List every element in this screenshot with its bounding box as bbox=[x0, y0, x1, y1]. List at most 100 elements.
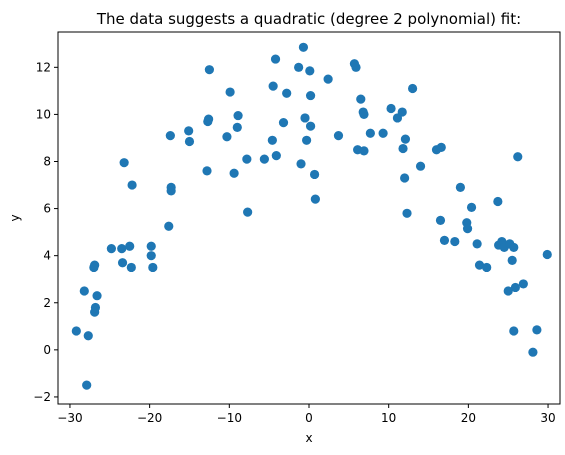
data-point bbox=[439, 235, 450, 245]
data-point bbox=[532, 325, 542, 335]
data-point bbox=[472, 239, 482, 249]
data-point bbox=[298, 42, 309, 52]
data-point bbox=[146, 241, 156, 251]
data-point bbox=[365, 128, 375, 138]
data-point bbox=[528, 347, 538, 357]
data-point bbox=[435, 215, 446, 225]
data-point bbox=[397, 107, 407, 117]
x-tick-label: −30 bbox=[57, 411, 82, 425]
y-tick-label: 0 bbox=[43, 343, 51, 357]
x-tick-label: −20 bbox=[137, 411, 162, 425]
data-point bbox=[229, 168, 239, 178]
data-point bbox=[436, 142, 446, 152]
data-point bbox=[127, 180, 137, 190]
data-point bbox=[268, 81, 278, 91]
data-point bbox=[232, 122, 242, 132]
data-point bbox=[126, 262, 136, 273]
data-point bbox=[117, 244, 127, 254]
data-point bbox=[359, 109, 369, 120]
data-point bbox=[79, 286, 89, 296]
data-point bbox=[305, 90, 316, 101]
data-point bbox=[267, 135, 277, 145]
chart-title: The data suggests a quadratic (degree 2 … bbox=[96, 10, 521, 28]
data-point bbox=[242, 154, 252, 164]
y-tick-label: 10 bbox=[36, 107, 51, 121]
data-point bbox=[400, 173, 410, 183]
y-tick-label: 8 bbox=[43, 154, 51, 168]
data-point bbox=[462, 223, 473, 234]
data-point bbox=[542, 249, 552, 260]
data-point bbox=[271, 151, 281, 161]
data-point bbox=[503, 286, 513, 296]
data-point bbox=[294, 62, 304, 72]
data-point bbox=[323, 74, 333, 84]
data-point bbox=[243, 207, 253, 217]
data-point bbox=[117, 258, 128, 268]
data-point bbox=[146, 251, 156, 261]
x-axis-label: x bbox=[305, 431, 312, 445]
data-point bbox=[165, 130, 175, 141]
data-point bbox=[455, 182, 465, 192]
data-point bbox=[119, 158, 129, 168]
y-axis-label: y bbox=[8, 214, 22, 221]
data-point bbox=[204, 114, 214, 124]
data-point bbox=[184, 136, 195, 147]
data-point bbox=[184, 126, 194, 136]
data-point bbox=[296, 159, 306, 169]
data-point bbox=[386, 103, 396, 114]
data-point bbox=[359, 146, 369, 156]
data-point bbox=[300, 113, 310, 123]
x-tick-label: 30 bbox=[540, 411, 555, 425]
data-point bbox=[305, 66, 315, 76]
x-axis: −30 −20 −10 0 10 20 30 bbox=[57, 404, 556, 425]
data-point bbox=[493, 196, 503, 207]
plot-frame bbox=[57, 31, 561, 405]
data-point bbox=[510, 282, 520, 293]
data-point bbox=[309, 169, 320, 180]
data-point bbox=[302, 135, 312, 145]
data-point bbox=[310, 194, 320, 204]
data-point bbox=[90, 260, 100, 270]
y-axis: −2 0 2 4 6 8 10 12 bbox=[33, 60, 58, 404]
data-point bbox=[450, 236, 460, 247]
x-tick-label: 20 bbox=[461, 411, 476, 425]
x-tick-label: −10 bbox=[217, 411, 242, 425]
data-point bbox=[356, 94, 366, 104]
data-point bbox=[305, 121, 316, 131]
data-point bbox=[270, 54, 281, 64]
data-point bbox=[148, 262, 158, 273]
y-tick-label: 12 bbox=[36, 60, 51, 74]
data-point bbox=[400, 134, 411, 144]
data-point bbox=[92, 291, 102, 301]
data-point bbox=[507, 255, 517, 265]
data-point bbox=[466, 202, 477, 213]
y-tick-label: 2 bbox=[43, 296, 51, 310]
data-point bbox=[106, 244, 116, 254]
data-point bbox=[82, 380, 92, 390]
data-point bbox=[415, 161, 426, 171]
data-point bbox=[407, 83, 418, 94]
points-layer bbox=[71, 42, 552, 390]
data-point bbox=[90, 302, 101, 313]
x-tick-label: 10 bbox=[381, 411, 396, 425]
data-point bbox=[222, 132, 232, 142]
data-point bbox=[71, 326, 81, 336]
y-tick-label: 6 bbox=[43, 202, 51, 216]
data-point bbox=[513, 152, 523, 162]
y-tick-label: 4 bbox=[43, 249, 51, 263]
data-point bbox=[202, 166, 212, 176]
data-point bbox=[509, 326, 519, 336]
data-point bbox=[225, 87, 235, 97]
data-point bbox=[204, 65, 214, 75]
data-point bbox=[83, 331, 93, 341]
y-tick-label: −2 bbox=[33, 390, 51, 404]
data-point bbox=[518, 279, 528, 289]
data-point bbox=[333, 130, 344, 141]
data-point bbox=[474, 260, 485, 270]
data-point bbox=[402, 208, 412, 218]
data-point bbox=[482, 262, 492, 273]
data-point bbox=[259, 154, 269, 164]
data-point bbox=[398, 143, 408, 154]
data-point bbox=[282, 88, 292, 98]
